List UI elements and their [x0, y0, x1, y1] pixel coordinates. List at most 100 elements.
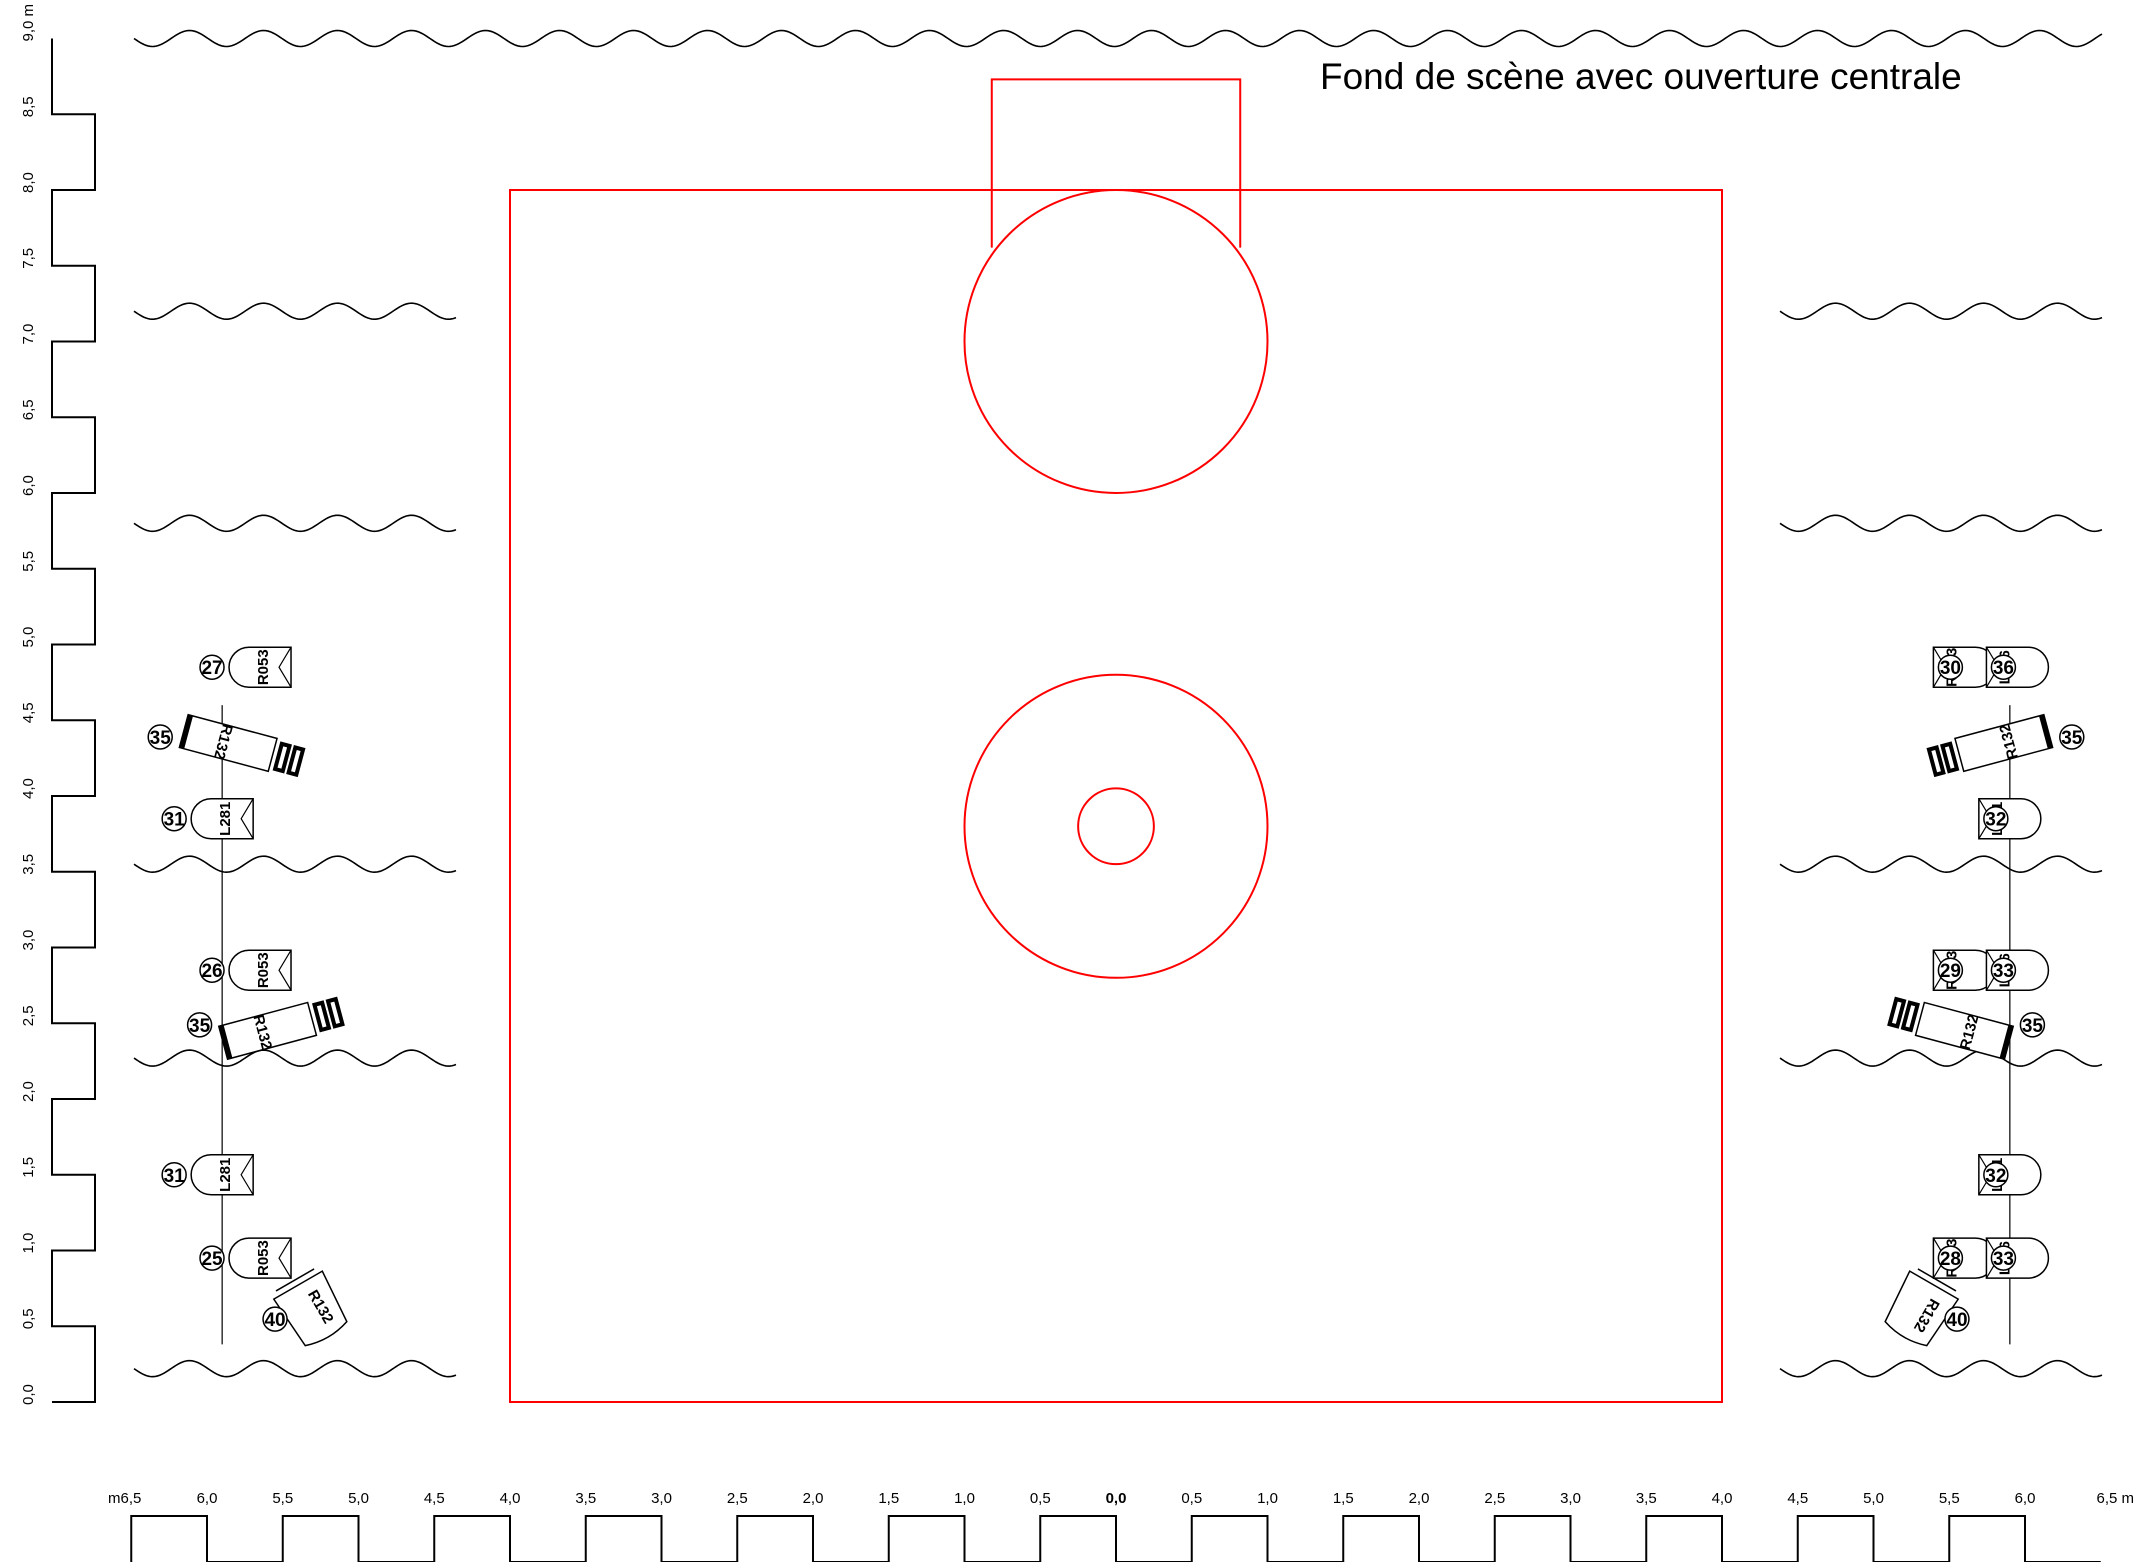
channel-badge	[1990, 957, 2017, 983]
fixture-pc: L281 31	[161, 1154, 254, 1196]
horizontal-scale-tick-label: 5,5	[272, 1490, 293, 1507]
profile-front-plate	[218, 1025, 233, 1060]
fixture-body	[190, 797, 254, 840]
gel-label: R053	[255, 952, 272, 988]
channel-number: 35	[150, 728, 172, 749]
profile-shutter	[272, 741, 292, 774]
plan-title: Fond de scène avec ouverture centrale	[1320, 56, 1962, 97]
border-curtains	[133, 29, 2103, 1378]
horizontal-scale-tick-label: 3,0	[1560, 1490, 1581, 1507]
gel-label: L281	[217, 802, 234, 836]
horizontal-scale-tick-label: 0,0	[1106, 1490, 1127, 1507]
vertical-scale-line	[51, 38, 96, 1403]
fixture-lens	[240, 798, 254, 840]
fixture-lens	[278, 1237, 292, 1279]
horizontal-scale-tick-label: 2,0	[1409, 1490, 1430, 1507]
fixture-fresnel: RO5328	[1932, 1237, 1997, 1279]
border-curtain-left	[133, 302, 457, 320]
vertical-scale-tick-label: 7,5	[20, 248, 37, 269]
fixture-pc: L281 31	[161, 797, 254, 840]
fixture-lens	[278, 949, 292, 991]
vertical-scale-tick-label: 4,0	[20, 778, 37, 799]
profile-shutter	[325, 996, 345, 1029]
fixture-body	[178, 713, 278, 773]
channel-badge	[199, 1245, 225, 1271]
horizontal-scale-tick-label: 5,0	[348, 1490, 369, 1507]
border-curtain-left	[133, 1049, 457, 1067]
horizontal-scale-tick-label: 6,0	[197, 1490, 218, 1507]
fixture-body	[228, 949, 292, 991]
channel-badge	[161, 1162, 187, 1188]
profile-front-plate	[2038, 714, 2053, 749]
vertical-scale-tick-label: 2,0	[20, 1081, 37, 1102]
channel-number: 31	[164, 810, 186, 831]
fixture-fresnel: L17636	[1985, 646, 2050, 688]
profile-front-plate	[1999, 1025, 2014, 1060]
flood-body-group: R132	[1884, 1268, 1960, 1347]
fixture-lens	[278, 646, 292, 688]
vertical-scale-tick-label: 5,5	[20, 551, 37, 572]
horizontal-scale-tick-label: m6,5	[108, 1490, 141, 1507]
vertical-scale-tick-label: 5,0	[20, 627, 37, 648]
channel-number: 26	[201, 961, 222, 982]
profile-shutter	[1926, 745, 1946, 778]
vertical-scale-tick-label: 8,0	[20, 172, 37, 193]
channel-number: 35	[2022, 1016, 2044, 1037]
profile-body-group: R132	[1926, 713, 2054, 778]
fixture-fresnel: RO5329	[1932, 949, 1997, 991]
channel-badge	[1944, 1306, 1970, 1332]
rear-opening	[990, 78, 1242, 248]
stage-floor-outline	[509, 189, 1723, 1403]
channel-number: 32	[1985, 1166, 2006, 1187]
horizontal-scale-tick-label: 5,0	[1863, 1490, 1884, 1507]
fixture-profile: R132 35	[1926, 713, 2085, 778]
channel-number: 32	[1985, 810, 2006, 831]
horizontal-scale-tick-label: 1,0	[954, 1490, 975, 1507]
lighting-booms	[221, 705, 2011, 1345]
channel-badge	[1937, 1245, 1964, 1271]
fixture-body	[1884, 1270, 1960, 1347]
horizontal-scale-tick-label: 3,5	[575, 1490, 596, 1507]
horizontal-scale-tick-label: 2,5	[1484, 1490, 1505, 1507]
channel-number: 36	[1993, 658, 2014, 679]
fixture-body	[1914, 1001, 2015, 1061]
flood-lip	[1917, 1268, 1957, 1292]
channel-badge	[199, 957, 225, 983]
channel-badge	[1990, 654, 2017, 680]
horizontal-scale-tick-label: 4,0	[1712, 1490, 1733, 1507]
border-curtain-left	[133, 1359, 457, 1378]
horizontal-scale-tick-label: 4,5	[1787, 1490, 1808, 1507]
fixture-fresnel: R053 25	[199, 1237, 292, 1279]
vertical-scale: 0,0 0,5 1,0 1,5 2,0 2,5 3,0 3,5 4,0 4,5 5,0 5,5 6,0 6…	[20, 4, 96, 1405]
channel-badge	[199, 654, 225, 680]
gel-label: R053	[255, 649, 272, 685]
channel-badge	[2059, 724, 2085, 750]
channel-number: 33	[1993, 961, 2014, 982]
channel-badge	[1990, 1245, 2017, 1271]
profile-shutter	[286, 745, 306, 778]
channel-badge	[186, 1012, 213, 1038]
stage-circle	[963, 673, 1269, 979]
profile-shutter	[1887, 996, 1907, 1029]
border-curtain-right	[1779, 302, 2103, 320]
border-curtain-right	[1779, 855, 2103, 873]
channel-number: 28	[1940, 1249, 1961, 1270]
horizontal-scale-tick-label: 3,5	[1636, 1490, 1657, 1507]
fixture-body	[228, 646, 292, 688]
lighting-fixtures: R053 27 R132 35 L281 31 R053 26 R132 35 L281 31 R053…	[147, 646, 2085, 1347]
flood-body-group: R132	[272, 1268, 348, 1347]
channel-badge	[1983, 805, 2009, 832]
vertical-scale-tick-label: 7,0	[20, 324, 37, 345]
channel-number: 31	[164, 1166, 186, 1187]
vertical-scale-tick-label: 9,0 m	[20, 4, 37, 42]
profile-body-group: R132	[178, 713, 306, 778]
border-curtain-left	[133, 855, 457, 873]
flood-lip	[275, 1268, 315, 1292]
border-curtain-left	[133, 514, 457, 533]
vertical-scale-tick-label: 6,0	[20, 475, 37, 496]
profile-shutter	[1940, 741, 1960, 774]
vertical-scale-tick-label: 0,0	[20, 1384, 37, 1405]
channel-badge	[2019, 1012, 2046, 1038]
channel-badge	[262, 1306, 288, 1332]
